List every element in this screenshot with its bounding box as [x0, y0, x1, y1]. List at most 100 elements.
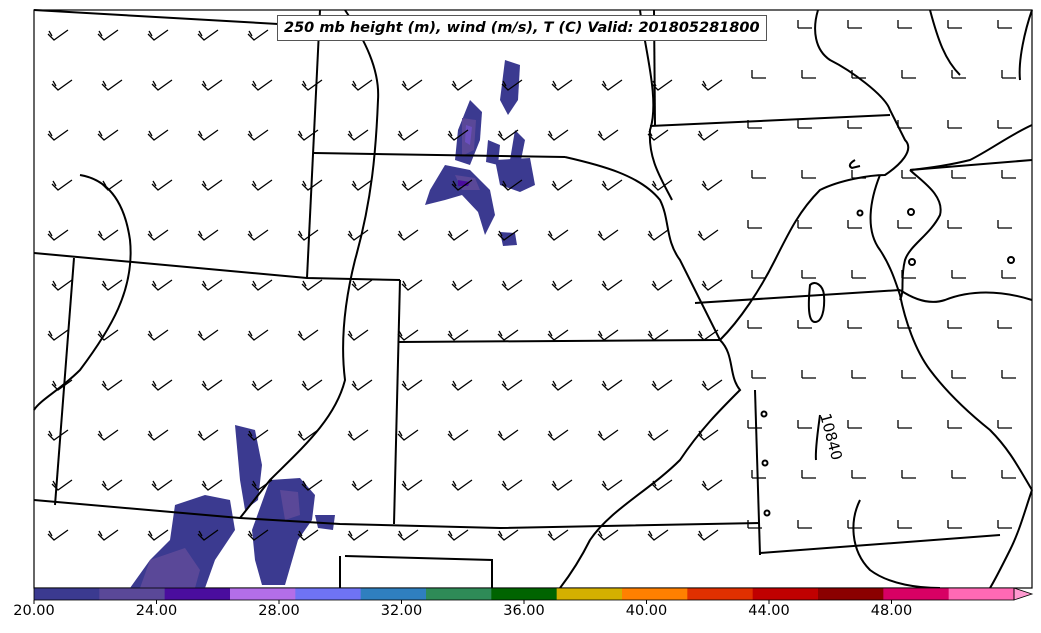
wind-barb	[901, 170, 916, 179]
speed-blob	[465, 125, 472, 145]
wind-barb	[701, 279, 723, 291]
wind-barb	[351, 279, 373, 291]
wind-barb	[447, 229, 469, 241]
wind-barb	[951, 70, 966, 79]
state-line	[1018, 9, 1033, 81]
colorbar-segment	[948, 588, 1015, 600]
speed-blob	[235, 425, 262, 510]
wind-barb	[247, 329, 269, 341]
wind-barb	[397, 529, 419, 541]
wind-barb	[451, 179, 473, 191]
wind-barb	[497, 329, 519, 341]
state-line	[33, 499, 761, 530]
wind-barb	[97, 129, 119, 141]
wind-barb	[451, 279, 473, 291]
colorbar-segment	[556, 588, 623, 600]
wind-barb	[847, 320, 862, 329]
wind-barb	[501, 79, 523, 91]
wind-barb	[247, 529, 269, 541]
wind-barb	[551, 79, 573, 91]
wind-barb	[101, 279, 123, 291]
state-line	[639, 9, 673, 201]
wind-barb	[751, 370, 766, 379]
wind-barb	[751, 270, 766, 279]
wind-barb	[347, 329, 369, 341]
state-line	[397, 339, 721, 343]
state-line	[313, 152, 566, 158]
wind-barb	[297, 129, 319, 141]
wind-barb	[901, 70, 916, 79]
colorbar-tick-label: 48.00	[870, 603, 913, 619]
wind-barb	[497, 529, 519, 541]
wind-barb	[951, 370, 966, 379]
wind-barb	[1001, 170, 1016, 179]
speed-blob	[458, 180, 470, 186]
colorbar-segment	[34, 588, 100, 600]
wind-barb	[901, 270, 916, 279]
wind-barb	[947, 120, 962, 129]
wind-barb	[851, 370, 866, 379]
state-line	[869, 174, 1033, 491]
wind-barb	[201, 279, 223, 291]
wind-barb	[801, 70, 816, 79]
wind-barb	[51, 379, 73, 391]
state-line	[393, 279, 401, 525]
wind-barb	[501, 179, 523, 191]
wind-barb	[301, 479, 323, 491]
colorbar-segment	[818, 588, 884, 600]
wind-barb	[351, 479, 373, 491]
wind-barb	[151, 279, 173, 291]
state-line	[814, 414, 821, 461]
wind-barb	[401, 279, 423, 291]
wind-barb	[847, 20, 862, 29]
wind-barb	[801, 270, 816, 279]
wind-barb	[447, 529, 469, 541]
wind-barb	[351, 179, 373, 191]
colorbar	[33, 587, 1034, 604]
wind-barb	[247, 129, 269, 141]
wind-barb	[747, 420, 762, 429]
colorbar-segment	[360, 588, 427, 600]
wind-barb	[197, 429, 219, 441]
wind-barb	[197, 129, 219, 141]
wind-barb	[397, 229, 419, 241]
wind-barb	[47, 429, 69, 441]
state-line	[33, 9, 279, 25]
state-line	[759, 534, 1001, 554]
wind-barb	[697, 429, 719, 441]
wind-barb	[297, 229, 319, 241]
wind-barb	[347, 429, 369, 441]
wind-barb	[447, 429, 469, 441]
colorbar-segment	[164, 588, 231, 600]
wind-barb	[647, 329, 669, 341]
wind-barb	[497, 429, 519, 441]
wind-barb	[47, 329, 69, 341]
wind-barb	[601, 79, 623, 91]
state-line	[899, 169, 942, 301]
wind-barb	[147, 229, 169, 241]
wind-barb	[847, 120, 862, 129]
wind-barb	[301, 279, 323, 291]
wind-barb	[851, 470, 866, 479]
wind-barb	[751, 70, 766, 79]
wind-barb	[701, 179, 723, 191]
colorbar-tick-label: 32.00	[380, 603, 423, 619]
wind-barb	[47, 529, 69, 541]
wind-barb	[547, 229, 569, 241]
wind-barb	[97, 529, 119, 541]
state-line	[899, 289, 1033, 303]
wind-barb	[597, 529, 619, 541]
wind-barb	[797, 420, 812, 429]
wind-barb	[601, 179, 623, 191]
wind-barb	[147, 329, 169, 341]
wind-barb	[647, 429, 669, 441]
state-line	[54, 257, 75, 506]
wind-barb	[797, 320, 812, 329]
wind-barb	[551, 279, 573, 291]
wind-barb	[747, 220, 762, 229]
state-line	[989, 489, 1033, 589]
wind-barb	[997, 120, 1012, 129]
wind-barb	[251, 79, 273, 91]
wind-barb	[547, 129, 569, 141]
wind-barb	[751, 470, 766, 479]
